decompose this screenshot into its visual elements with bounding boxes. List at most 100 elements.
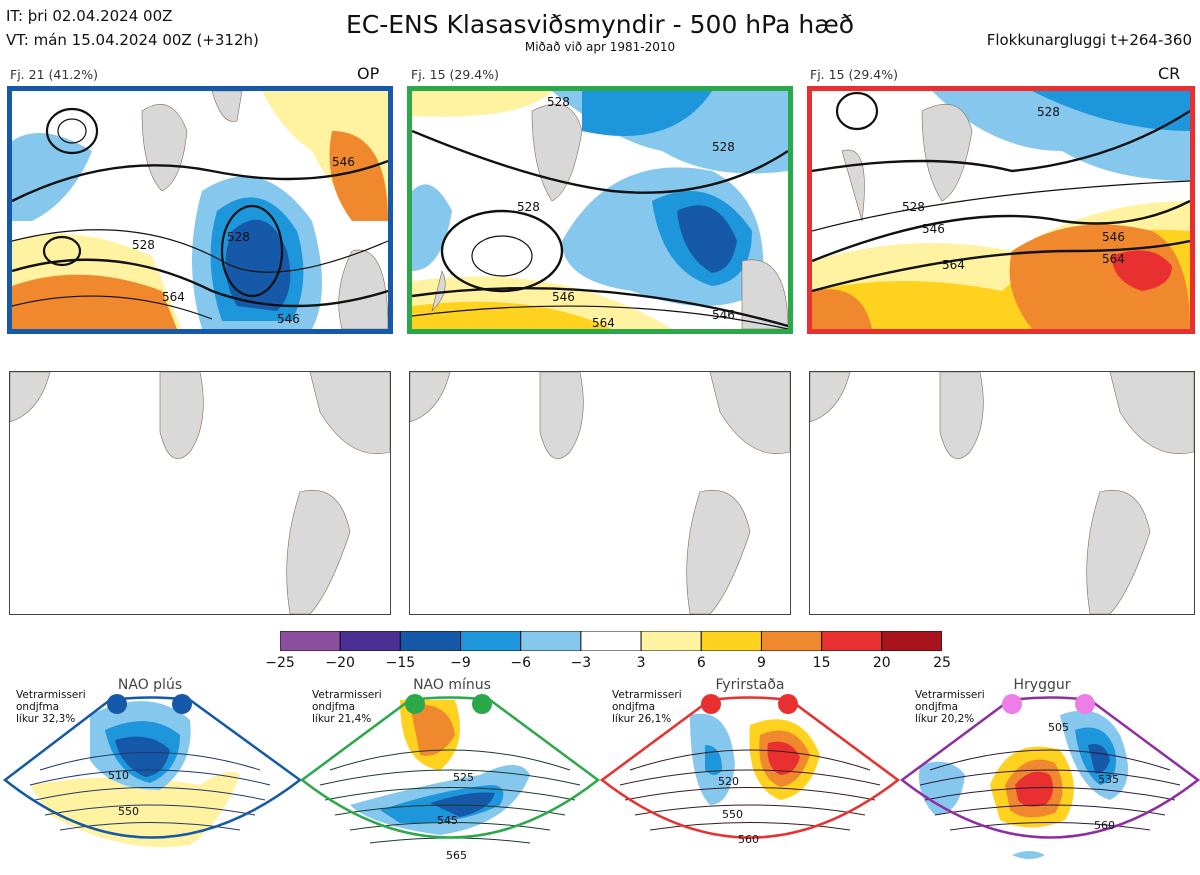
anomaly-orange-1a: [12, 274, 177, 329]
contour-label: 546: [1102, 230, 1125, 244]
classification-window: Flokkunargluggi t+264-360: [986, 31, 1192, 49]
regime-contour-label: 550: [722, 808, 743, 821]
regime-3-dot-right: [778, 694, 798, 714]
anomaly-cold-3b: [1032, 91, 1190, 131]
contour-label: 546: [332, 155, 355, 169]
contour-label: 546: [922, 222, 945, 236]
regime-1-dot-right: [172, 694, 192, 714]
regime-contour-label: 520: [718, 775, 739, 788]
colorbar: [279, 630, 943, 652]
contour-label: 546: [712, 308, 735, 322]
regime-4-dot-right: [1075, 694, 1095, 714]
regime-3-prob: líkur 26,1%: [612, 713, 672, 725]
colorbar-swatch: [640, 630, 702, 652]
anomaly-cold-2f: [412, 184, 452, 271]
regime-fan-3: 520 550 560: [599, 696, 901, 846]
colorbar-swatch: [760, 630, 823, 652]
regime-1-metric: ondjfma: [16, 701, 60, 713]
colorbar-tick-label: 9: [757, 655, 766, 671]
regime-4-dot-left: [1002, 694, 1022, 714]
regime-3-metric: ondjfma: [612, 701, 656, 713]
regime-1-season: Vetrarmisseri: [16, 689, 86, 701]
colorbar-tick-label: 15: [812, 655, 831, 671]
anomaly-warm-2c: [412, 301, 612, 329]
regime-row-svg: 510 550 525 545 565: [2, 696, 1200, 862]
colorbar-tick-label: −20: [325, 655, 355, 671]
cluster-1-tag: OP: [357, 64, 380, 83]
regime-1-prob: líkur 32,3%: [16, 713, 76, 725]
contour-label: 564: [1102, 252, 1125, 266]
regime-3-season: Vetrarmisseri: [612, 689, 682, 701]
colorbar-tick-label: −25: [265, 655, 295, 671]
contour-label: 564: [592, 316, 615, 329]
colorbar-swatch: [700, 630, 762, 652]
colorbar-tick-label: 6: [696, 655, 706, 671]
colorbar-tick-label: −6: [510, 655, 531, 671]
regime-2-season: Vetrarmisseri: [312, 689, 382, 701]
regime-contour-label: 545: [437, 814, 458, 827]
colorbar-swatch: [399, 630, 462, 652]
empty-map-2: [409, 371, 791, 615]
regime-contour-label: 560: [1094, 819, 1115, 832]
contour-labels-3: 528 528 546 564 546 564: [902, 105, 1125, 272]
land-3: [841, 104, 973, 222]
cluster-map-3: 528 528 546 564 546 564: [807, 86, 1195, 334]
cluster-map-1-svg: 528 564 546 528 546: [12, 91, 388, 329]
contour-label: 528: [1037, 105, 1060, 119]
contour-label: 564: [162, 290, 185, 304]
regime-fan-4: 505 535 560: [899, 696, 1200, 859]
regime-2-name: NAO mínus: [413, 677, 491, 693]
colorbar-tick-label: 20: [872, 655, 891, 671]
contour-label: 546: [552, 290, 575, 304]
contour-label: 564: [942, 258, 965, 272]
colorbar-swatch: [881, 630, 943, 652]
colorbar-swatch: [580, 630, 642, 652]
contours-1: [12, 107, 388, 320]
cluster-map-3-svg: 528 528 546 564 546 564: [812, 91, 1190, 329]
init-time: IT: þri 02.04.2024 00Z: [6, 7, 173, 25]
page-subtitle: Miðað við apr 1981-2010: [524, 40, 676, 54]
contours-3: [812, 91, 1190, 293]
regime-contour-label: 560: [738, 833, 759, 846]
anomaly-orange-1b: [329, 131, 388, 221]
regime-contour-label: 525: [453, 771, 474, 784]
regime-4-name: Hryggur: [1013, 677, 1071, 693]
contour-label: 528: [902, 200, 925, 214]
anomaly-cold-1a: [12, 133, 92, 221]
regime-4-prob: líkur 20,2%: [915, 713, 975, 725]
anomaly-cold-2e: [677, 205, 737, 273]
regime-2-prob: líkur 21,4%: [312, 713, 372, 725]
contour-label: 528: [517, 200, 540, 214]
regime-contour-label: 565: [446, 849, 467, 862]
regime-contour-label: 505: [1048, 721, 1069, 734]
regime-fan-2: 525 545 565: [299, 696, 601, 862]
regime-2-dot-left: [405, 694, 425, 714]
regime-1-dot-left: [107, 694, 127, 714]
colorbar-swatch: [821, 630, 883, 652]
regime-4-metric: ondjfma: [915, 701, 959, 713]
colorbar-swatch: [279, 630, 341, 652]
contour-label: 546: [277, 312, 300, 326]
colorbar-swatch: [339, 630, 401, 652]
cluster-map-2-svg: 528 528 528 546 546 564: [412, 91, 788, 329]
anomaly-red-3: [1112, 250, 1172, 291]
contour-label: 528: [547, 95, 570, 109]
cluster-2-label: Fj. 15 (29.4%): [411, 67, 499, 82]
contour-label: 528: [227, 230, 250, 244]
regime-row: 510 550 525 545 565: [0, 675, 1200, 871]
anomaly-cold-1d: [225, 219, 291, 311]
regime-2-info: Vetrarmisseri ondjfma líkur 21,4%: [312, 689, 382, 725]
contour-label: 528: [712, 140, 735, 154]
regime-1-name: NAO plús: [117, 677, 183, 693]
colorbar-tick-label: −9: [450, 655, 471, 671]
regime-fan-1: 510 550: [2, 696, 303, 847]
page-title: EC-ENS Klasasviðsmyndir - 500 hPa hæð: [345, 10, 855, 39]
colorbar-tick-label: 25: [933, 655, 951, 671]
regime-2-metric: ondjfma: [312, 701, 356, 713]
cluster-3-tag: CR: [1158, 64, 1181, 83]
colorbar-ticks: −25 −20 −15 −9 −6 −3 3 6 9 15 20 25: [265, 655, 951, 673]
valid-time: VT: mán 15.04.2024 00Z (+312h): [6, 31, 259, 49]
regime-4-info: Vetrarmisseri ondjfma líkur 20,2%: [915, 689, 985, 725]
anomaly-warm-2a: [412, 91, 552, 117]
empty-map-3: [809, 371, 1195, 615]
